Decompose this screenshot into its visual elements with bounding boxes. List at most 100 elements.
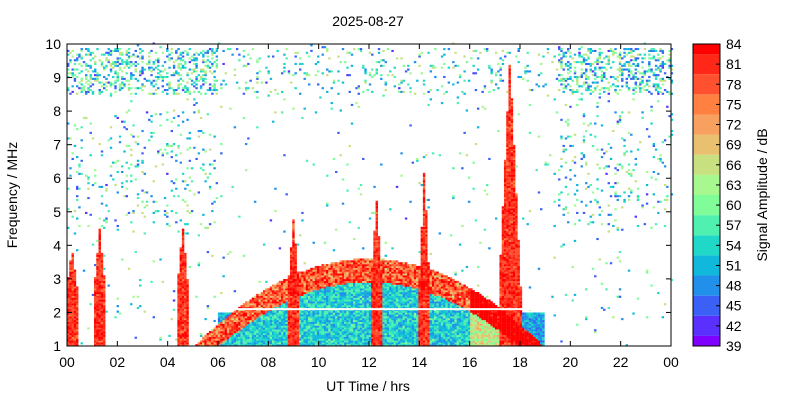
- heatmap-cell: [260, 331, 264, 334]
- heatmap-cell: [364, 282, 367, 285]
- heatmap-cell: [366, 314, 369, 317]
- heatmap-cell: [366, 303, 369, 306]
- heatmap-cell: [319, 319, 322, 323]
- heatmap-cell: [377, 282, 381, 285]
- heatmap-cell: [326, 295, 329, 298]
- heatmap-cell: [161, 154, 164, 157]
- heatmap-cell: [380, 325, 383, 328]
- heatmap-cell: [69, 306, 72, 309]
- heatmap-cell: [395, 332, 399, 336]
- heatmap-cell: [177, 195, 180, 198]
- heatmap-cell: [339, 299, 342, 302]
- heatmap-cell: [96, 282, 99, 285]
- heatmap-cell: [287, 332, 291, 336]
- heatmap-cell: [389, 282, 392, 285]
- heatmap-cell: [184, 299, 187, 302]
- heatmap-cell: [208, 187, 212, 190]
- heatmap-cell: [226, 252, 230, 255]
- heatmap-cell: [186, 314, 189, 317]
- heatmap-cell: [312, 241, 315, 244]
- heatmap-cell: [368, 314, 372, 317]
- heatmap-cell: [371, 269, 374, 272]
- heatmap-cell: [100, 297, 104, 300]
- heatmap-cell: [242, 338, 246, 341]
- heatmap-cell: [285, 306, 288, 309]
- heatmap-cell: [380, 319, 383, 323]
- heatmap-cell: [71, 319, 74, 323]
- heatmap-cell: [319, 273, 322, 276]
- heatmap-cell: [123, 66, 126, 69]
- heatmap-cell: [269, 334, 273, 337]
- heatmap-cell: [276, 340, 279, 343]
- heatmap-cell: [377, 310, 381, 313]
- heatmap-cell: [323, 305, 327, 308]
- heatmap-cell: [373, 271, 376, 274]
- heatmap-cell: [375, 275, 378, 278]
- heatmap-cell: [235, 319, 239, 323]
- heatmap-cell: [283, 291, 286, 295]
- heatmap-cell: [296, 273, 300, 276]
- heatmap-cell: [91, 183, 95, 187]
- heatmap-cell: [357, 293, 360, 296]
- heatmap-cell: [136, 143, 140, 146]
- heatmap-cell: [103, 286, 106, 289]
- heatmap-cell: [172, 299, 176, 302]
- heatmap-cell: [353, 260, 356, 263]
- heatmap-cell: [305, 291, 309, 295]
- heatmap-cell: [294, 258, 297, 261]
- heatmap-cell: [312, 275, 315, 278]
- heatmap-cell: [244, 325, 248, 328]
- heatmap-cell: [220, 344, 223, 347]
- heatmap-cell: [96, 269, 99, 272]
- heatmap-cell: [179, 260, 183, 263]
- heatmap-cell: [69, 167, 72, 170]
- heatmap-cell: [188, 146, 192, 149]
- heatmap-cell: [224, 338, 228, 341]
- heatmap-cell: [213, 344, 216, 347]
- heatmap-cell: [179, 321, 183, 324]
- heatmap-cell: [375, 342, 378, 345]
- heatmap-cell: [168, 87, 171, 90]
- heatmap-cell: [76, 195, 79, 198]
- heatmap-cell: [235, 318, 239, 321]
- heatmap-cell: [355, 316, 358, 319]
- heatmap-cell: [274, 210, 277, 213]
- heatmap-cell: [294, 254, 297, 257]
- heatmap-cell: [121, 70, 124, 73]
- heatmap-cell: [350, 314, 354, 317]
- heatmap-cell: [362, 275, 365, 278]
- heatmap-cell: [213, 221, 216, 224]
- heatmap-cell: [299, 280, 302, 283]
- heatmap-cell: [317, 318, 320, 321]
- heatmap-cell: [98, 252, 101, 255]
- heatmap-cell: [341, 280, 345, 283]
- heatmap-cell: [283, 316, 286, 319]
- heatmap-cell: [103, 254, 106, 257]
- heatmap-cell: [103, 321, 106, 324]
- heatmap-cell: [152, 131, 155, 134]
- heatmap-cell: [323, 273, 327, 276]
- heatmap-cell: [114, 115, 117, 118]
- heatmap-cell: [222, 316, 225, 319]
- heatmap-cell: [141, 70, 144, 73]
- heatmap-cell: [253, 319, 257, 323]
- heatmap-cell: [375, 297, 378, 300]
- heatmap-cell: [384, 327, 387, 330]
- heatmap-cell: [125, 128, 128, 131]
- heatmap-cell: [226, 323, 230, 326]
- heatmap-cell: [258, 342, 261, 345]
- heatmap-cell: [233, 126, 237, 129]
- heatmap-cell: [166, 152, 169, 155]
- heatmap-cell: [184, 293, 187, 296]
- heatmap-cell: [258, 70, 261, 73]
- heatmap-cell: [335, 284, 338, 287]
- heatmap-cell: [283, 344, 286, 347]
- heatmap-cell: [289, 291, 293, 295]
- heatmap-cell: [393, 260, 396, 263]
- heatmap-cell: [332, 288, 336, 291]
- heatmap-cell: [294, 262, 297, 265]
- heatmap-cell: [346, 295, 349, 298]
- heatmap-cell: [344, 323, 347, 326]
- heatmap-cell: [346, 284, 349, 287]
- heatmap-cell: [337, 291, 340, 295]
